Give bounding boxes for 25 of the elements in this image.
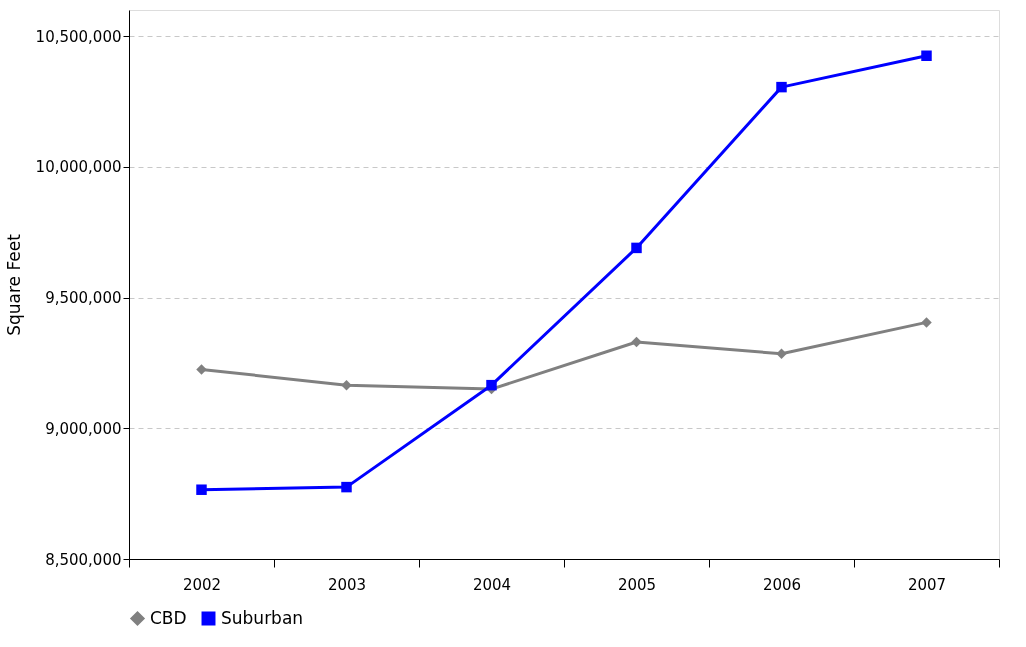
y-tick-label: 10,000,000 (35, 158, 122, 177)
y-tick-label: 9,500,000 (45, 289, 122, 308)
point (196, 484, 207, 495)
y-tick-label: 9,000,000 (45, 419, 122, 438)
point (341, 481, 352, 493)
y-tick-label: 10,500,000 (35, 27, 122, 46)
x-tick-label: 2007 (907, 575, 947, 594)
point (486, 379, 497, 391)
legend-label: Suburban (221, 607, 304, 628)
point (776, 348, 787, 360)
point (921, 317, 932, 328)
y-axis-title: Square Feet (3, 233, 24, 336)
point (631, 242, 642, 254)
point (196, 364, 207, 375)
x-tick-label: 2003 (327, 575, 367, 594)
y-tick-label: 8,500,000 (45, 550, 122, 569)
x-tick-label: 2004 (472, 575, 512, 594)
legend-label: CBD (150, 607, 187, 628)
point (776, 81, 787, 93)
point (341, 379, 352, 391)
x-tick-label: 2006 (762, 575, 802, 594)
point (921, 50, 932, 61)
point (631, 336, 642, 348)
x-tick-label: 2005 (617, 575, 657, 594)
x-tick-label: 2002 (182, 575, 222, 594)
